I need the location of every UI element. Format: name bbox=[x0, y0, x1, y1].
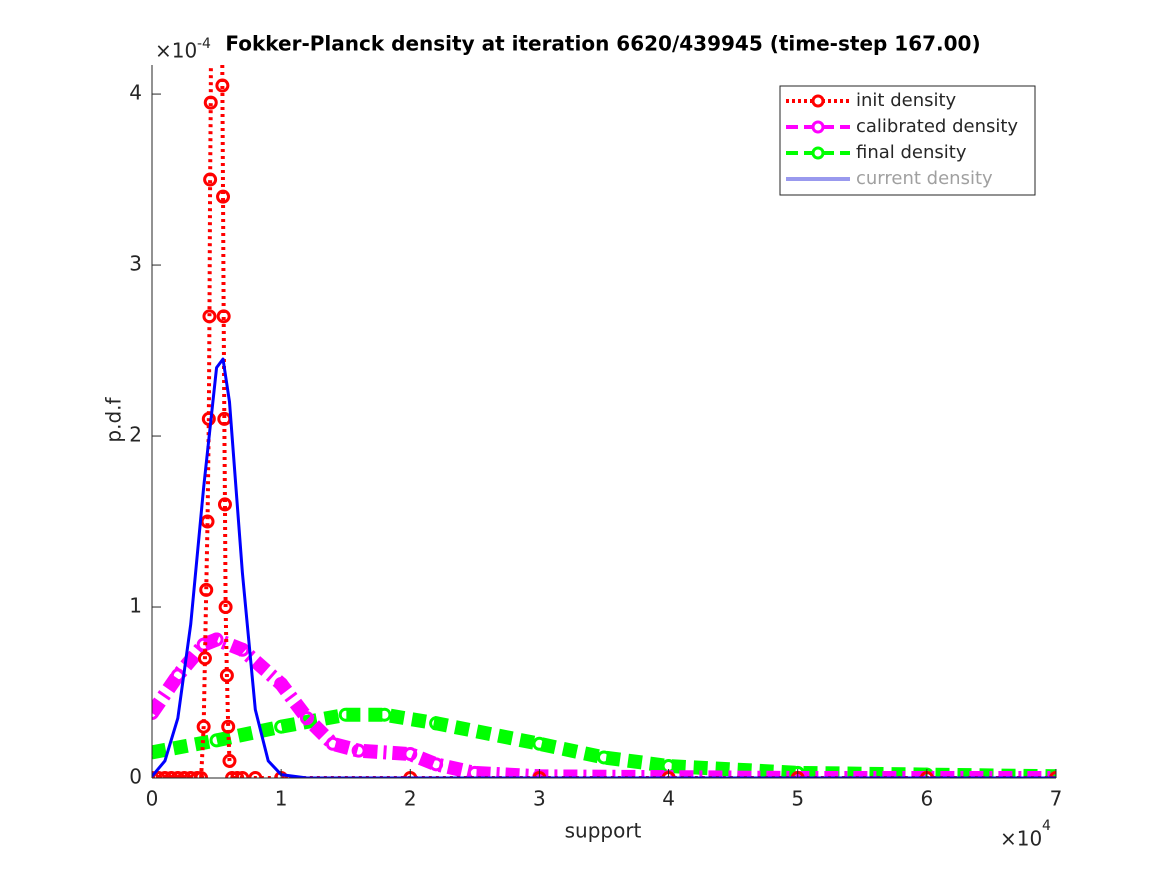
data-marker bbox=[216, 189, 231, 204]
data-marker bbox=[202, 309, 217, 324]
data-marker bbox=[235, 771, 250, 778]
data-marker bbox=[225, 771, 240, 778]
x-tick-label: 2 bbox=[404, 787, 417, 811]
data-marker bbox=[197, 651, 212, 666]
data-marker bbox=[152, 771, 166, 778]
legend-label: current density bbox=[856, 168, 993, 189]
y-tick-label: 2 bbox=[129, 423, 142, 447]
data-marker bbox=[532, 736, 547, 751]
x-tick-label: 3 bbox=[533, 787, 546, 811]
x-tick-label: 5 bbox=[791, 787, 804, 811]
data-marker bbox=[597, 750, 611, 765]
data-marker bbox=[274, 719, 289, 734]
plot-area bbox=[152, 65, 1056, 778]
x-tick-label: 7 bbox=[1050, 787, 1063, 811]
series-line bbox=[152, 357, 1056, 778]
data-marker bbox=[152, 745, 159, 760]
data-marker bbox=[222, 753, 237, 768]
data-marker bbox=[194, 771, 209, 778]
chart-title: Fokker-Planck density at iteration 6620/… bbox=[225, 32, 980, 56]
x-tick-label: 1 bbox=[275, 787, 288, 811]
x-exponent-power: 4 bbox=[1042, 818, 1051, 834]
data-marker bbox=[203, 172, 218, 187]
x-tick-label: 6 bbox=[920, 787, 933, 811]
data-marker bbox=[157, 771, 172, 778]
x-tick-label: 0 bbox=[146, 787, 159, 811]
y-exponent-power: -4 bbox=[197, 36, 211, 52]
data-marker bbox=[218, 600, 233, 615]
x-exponent-base: ×10 bbox=[1000, 827, 1042, 851]
y-exponent-base: ×10 bbox=[155, 39, 197, 63]
y-tick-label: 1 bbox=[129, 594, 142, 618]
data-marker bbox=[164, 771, 179, 778]
data-marker bbox=[177, 771, 192, 778]
data-marker bbox=[325, 736, 340, 751]
data-marker bbox=[274, 676, 289, 691]
data-marker bbox=[230, 771, 245, 778]
y-tick-label: 3 bbox=[129, 252, 142, 276]
data-marker bbox=[199, 582, 214, 597]
data-marker bbox=[183, 771, 198, 778]
series-line bbox=[152, 707, 1056, 778]
y-label: p.d.f bbox=[102, 396, 126, 442]
data-marker bbox=[219, 668, 234, 683]
data-marker bbox=[200, 514, 215, 529]
data-marker bbox=[299, 711, 314, 726]
legend-label: final density bbox=[856, 142, 967, 163]
legend-label: init density bbox=[856, 90, 957, 111]
data-marker bbox=[217, 497, 232, 512]
data-marker bbox=[377, 707, 392, 722]
data-marker bbox=[338, 707, 353, 722]
data-marker bbox=[209, 632, 224, 647]
y-tick-label: 0 bbox=[129, 765, 142, 789]
legend-label: calibrated density bbox=[856, 116, 1018, 137]
data-marker bbox=[403, 747, 418, 762]
legend-marker bbox=[811, 120, 825, 134]
data-marker bbox=[196, 719, 211, 734]
data-marker bbox=[201, 411, 216, 426]
data-marker bbox=[235, 642, 250, 657]
data-marker bbox=[248, 771, 263, 778]
data-marker bbox=[215, 78, 230, 93]
data-marker bbox=[351, 743, 366, 758]
legend-marker bbox=[811, 94, 825, 108]
y-tick-label: 4 bbox=[129, 81, 142, 105]
data-marker bbox=[216, 309, 231, 324]
data-marker bbox=[429, 716, 444, 731]
data-marker bbox=[209, 733, 224, 748]
data-marker bbox=[203, 95, 218, 110]
data-marker bbox=[429, 757, 444, 772]
x-label: support bbox=[565, 819, 642, 843]
data-marker bbox=[152, 706, 159, 721]
data-marker bbox=[170, 771, 185, 778]
data-marker bbox=[221, 719, 236, 734]
data-marker bbox=[467, 765, 482, 778]
legend-marker bbox=[811, 146, 825, 160]
x-tick-label: 4 bbox=[662, 787, 675, 811]
